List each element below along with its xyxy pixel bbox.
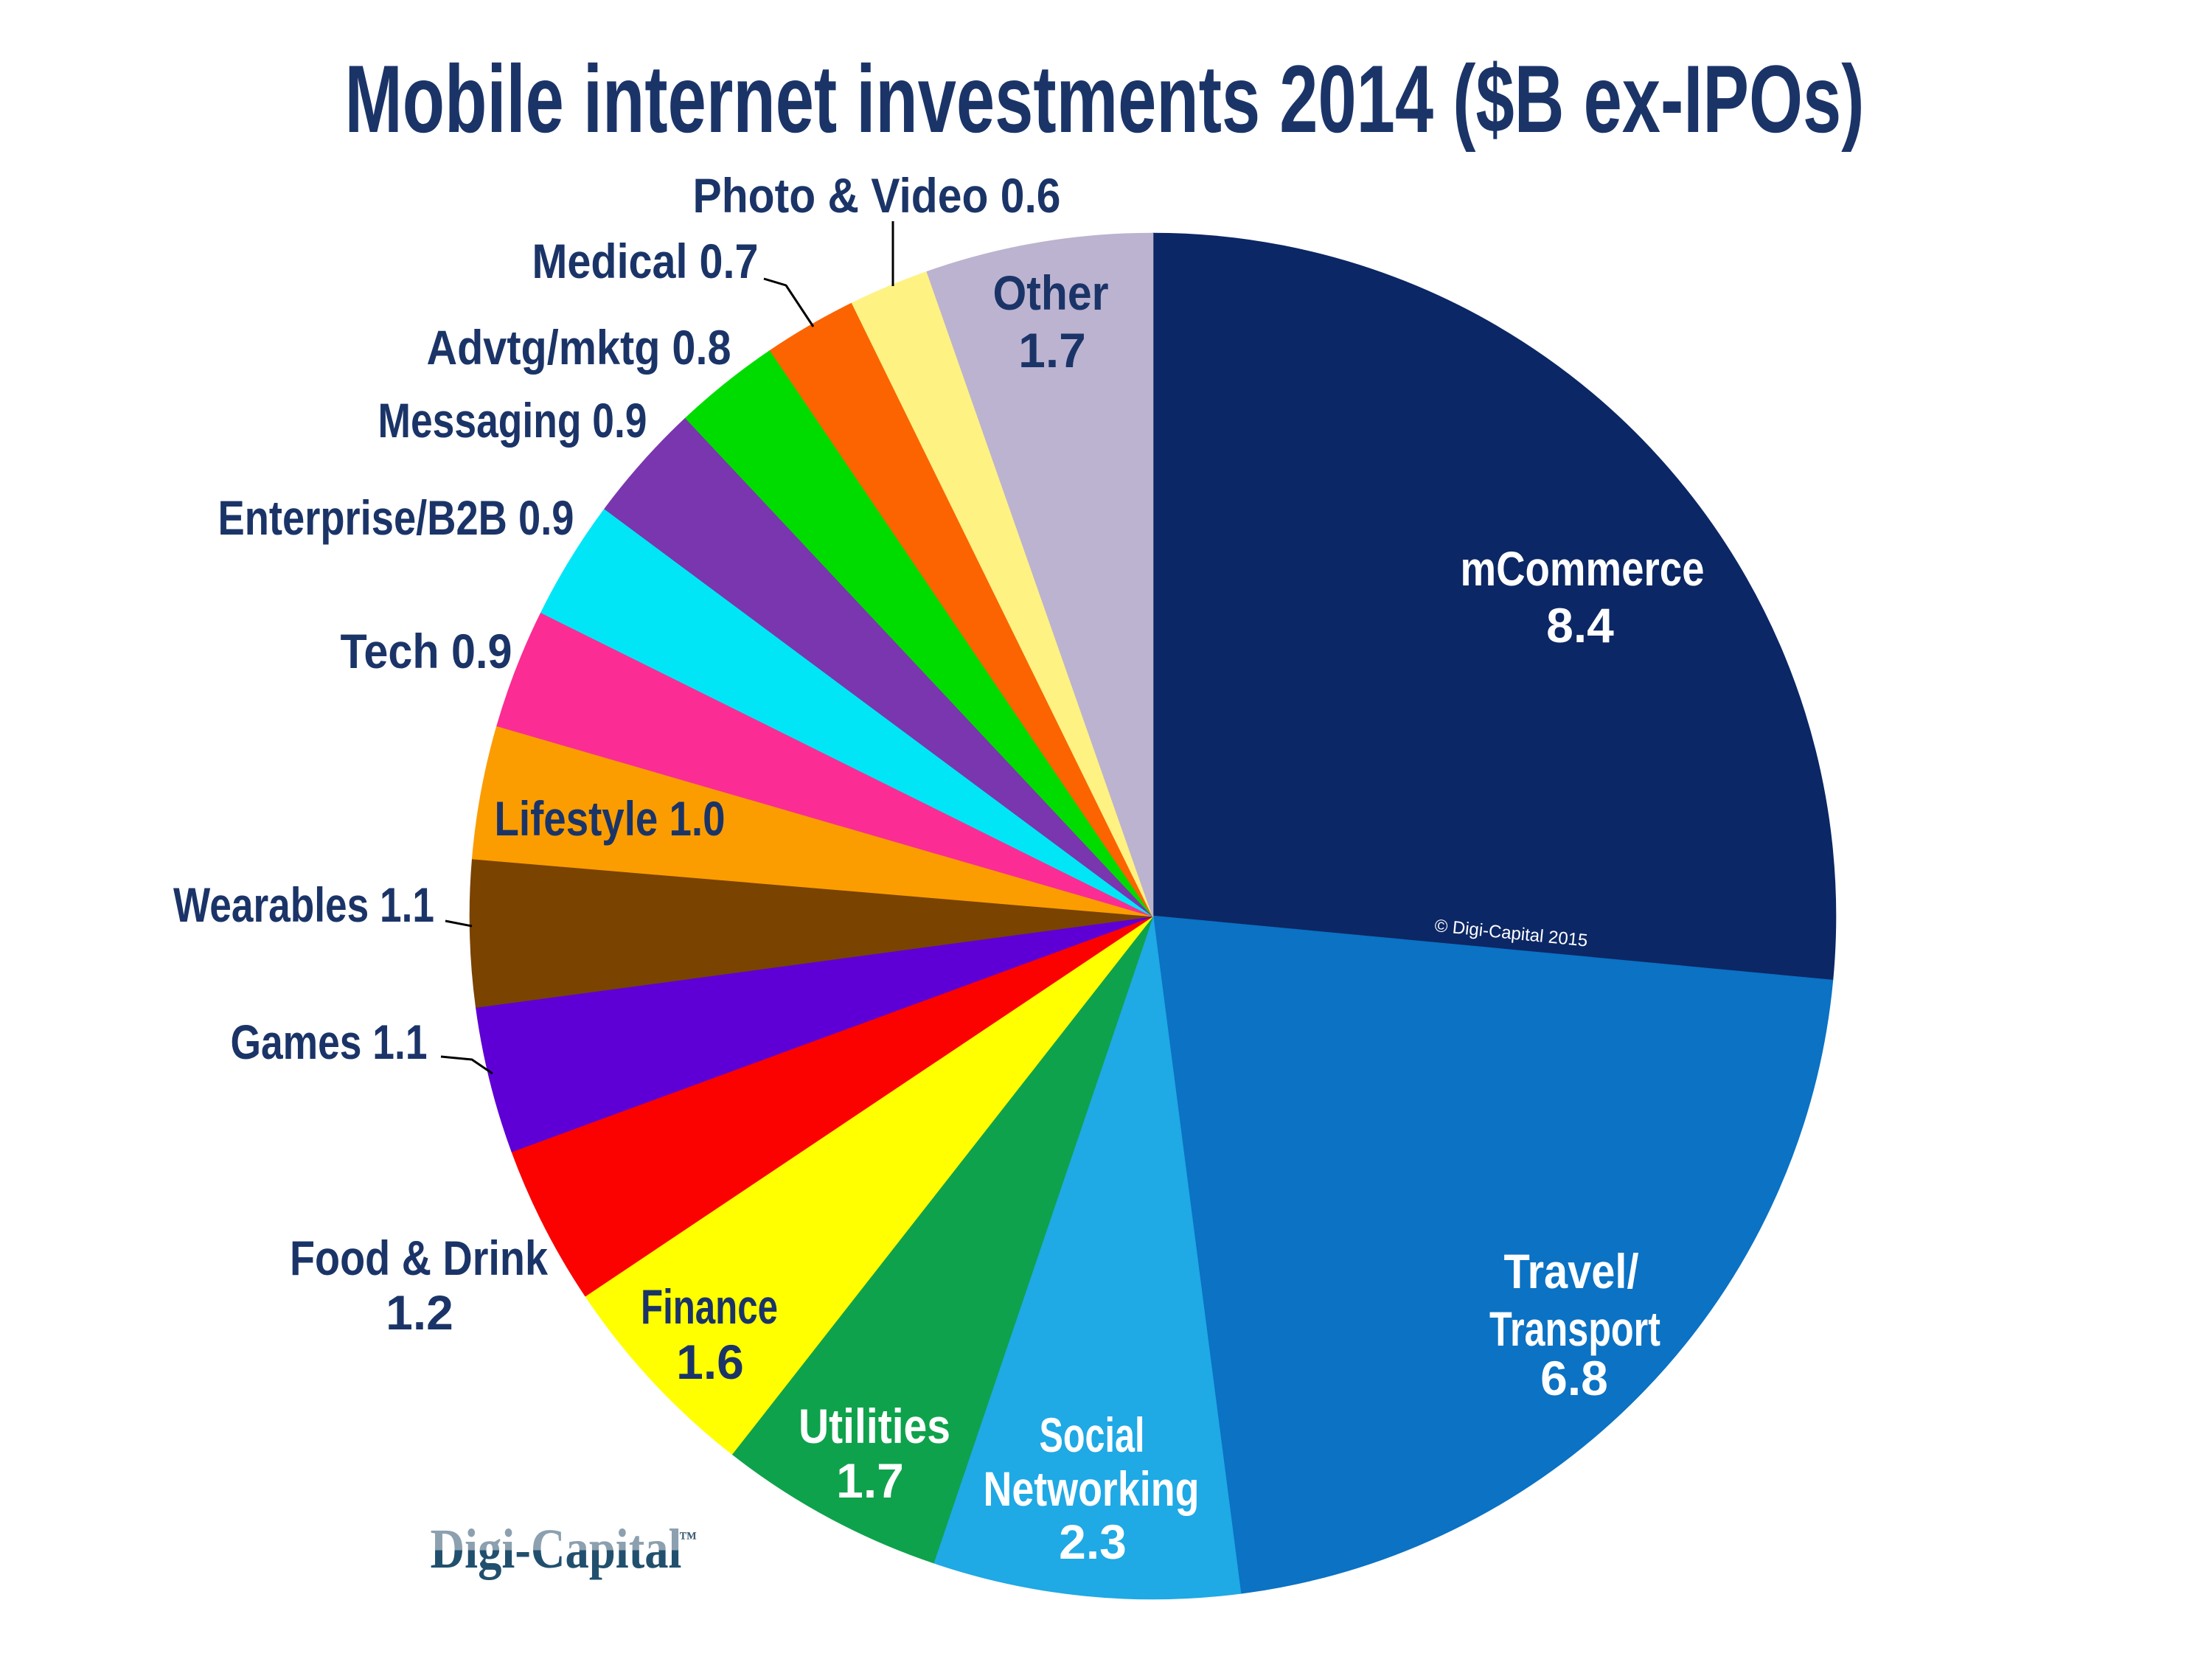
svg-text:1.6: 1.6 <box>676 1335 744 1389</box>
svg-text:1.7: 1.7 <box>1018 323 1086 378</box>
svg-text:Transport: Transport <box>1489 1301 1660 1356</box>
svg-text:mCommerce: mCommerce <box>1461 541 1705 596</box>
svg-text:Lifestyle 1.0: Lifestyle 1.0 <box>495 791 726 846</box>
svg-text:Messaging 0.9: Messaging 0.9 <box>378 393 647 448</box>
svg-text:1.2: 1.2 <box>386 1285 453 1340</box>
svg-text:1.7: 1.7 <box>836 1453 904 1508</box>
svg-text:™: ™ <box>679 1529 697 1548</box>
svg-text:6.8: 6.8 <box>1540 1351 1608 1405</box>
svg-text:Photo & Video 0.6: Photo & Video 0.6 <box>693 168 1061 223</box>
svg-text:Digi-Capital: Digi-Capital <box>431 1518 682 1580</box>
svg-text:8.4: 8.4 <box>1546 598 1614 653</box>
svg-text:Advtg/mktg 0.8: Advtg/mktg 0.8 <box>427 320 731 375</box>
svg-text:Finance: Finance <box>641 1279 778 1334</box>
svg-text:Wearables 1.1: Wearables 1.1 <box>173 877 434 932</box>
svg-text:Mobile internet investments 20: Mobile internet investments 2014 ($B ex-… <box>345 45 1865 153</box>
svg-text:Enterprise/B2B 0.9: Enterprise/B2B 0.9 <box>218 490 574 545</box>
svg-text:Tech 0.9: Tech 0.9 <box>341 624 512 678</box>
svg-text:Medical 0.7: Medical 0.7 <box>532 234 759 288</box>
svg-text:Social: Social <box>1040 1408 1145 1462</box>
svg-text:Travel/: Travel/ <box>1504 1244 1639 1298</box>
svg-text:Networking: Networking <box>984 1461 1200 1516</box>
svg-text:Games 1.1: Games 1.1 <box>231 1015 428 1069</box>
svg-text:Food & Drink: Food & Drink <box>290 1231 548 1285</box>
svg-text:Utilities: Utilities <box>799 1399 950 1453</box>
svg-text:2.3: 2.3 <box>1059 1514 1127 1569</box>
svg-text:Other: Other <box>993 265 1109 320</box>
